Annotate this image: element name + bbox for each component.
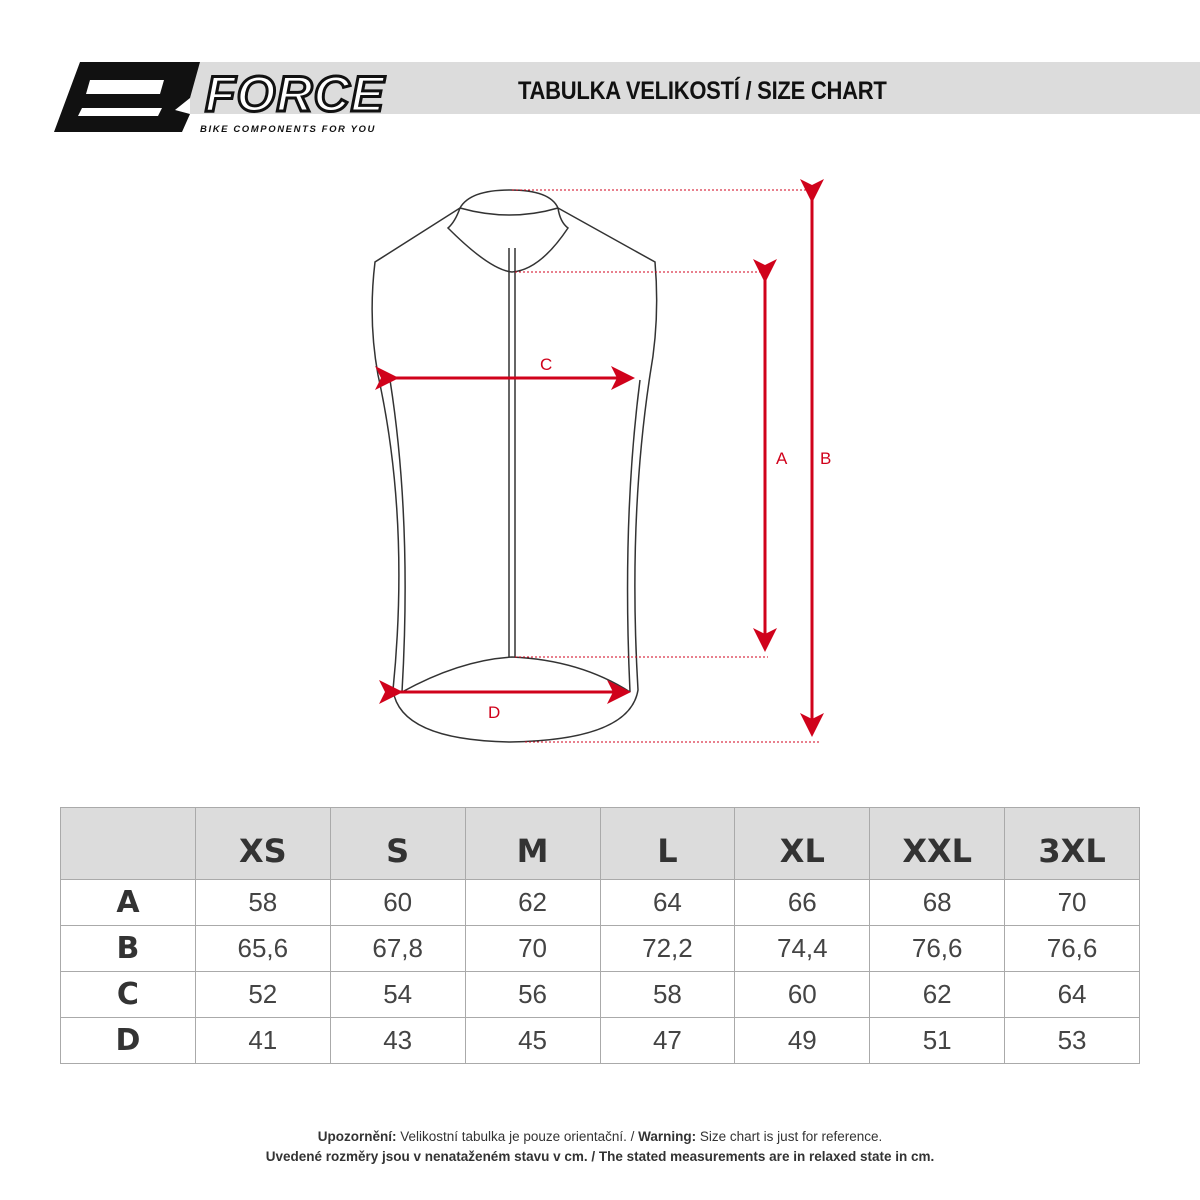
table-cell: 41 xyxy=(194,1017,331,1064)
size-s: S xyxy=(329,807,466,880)
page-title: TABULKA VELIKOSTÍ / SIZE CHART xyxy=(518,77,887,105)
size-l: L xyxy=(599,807,736,880)
table-cell: 64 xyxy=(1004,971,1140,1018)
table-cell: 70 xyxy=(464,925,601,972)
table-row: D 41 43 45 47 49 51 53 xyxy=(60,1017,1140,1064)
table-cell: 68 xyxy=(869,879,1006,926)
table-cell: 51 xyxy=(869,1017,1006,1064)
label-a: A xyxy=(776,449,788,468)
table-cell: 70 xyxy=(1004,879,1140,926)
table-cell: 60 xyxy=(329,879,466,926)
brand-wordmark: FORCE xyxy=(204,66,386,122)
table-cell: 60 xyxy=(734,971,871,1018)
row-label: A xyxy=(60,879,196,926)
table-cell: 53 xyxy=(1004,1017,1140,1064)
table-cell: 52 xyxy=(194,971,331,1018)
label-b: B xyxy=(820,449,831,468)
table-cell: 43 xyxy=(329,1017,466,1064)
brand-tagline: BIKE COMPONENTS FOR YOU xyxy=(200,124,376,135)
table-cell: 65,6 xyxy=(194,925,331,972)
table-cell: 62 xyxy=(464,879,601,926)
table-cell: 74,4 xyxy=(734,925,871,972)
label-d: D xyxy=(488,703,500,722)
row-label: D xyxy=(60,1017,196,1064)
table-row: B 65,6 67,8 70 72,2 74,4 76,6 76,6 xyxy=(60,925,1140,972)
table-cell: 47 xyxy=(599,1017,736,1064)
table-row: A 58 60 62 64 66 68 70 xyxy=(60,879,1140,926)
size-3xl: 3XL xyxy=(1004,807,1140,880)
size-xs: XS xyxy=(194,807,331,880)
table-row: C 52 54 56 58 60 62 64 xyxy=(60,971,1140,1018)
table-cell: 58 xyxy=(599,971,736,1018)
table-cell: 66 xyxy=(734,879,871,926)
label-c: C xyxy=(540,355,552,374)
size-m: M xyxy=(464,807,601,880)
header-bar xyxy=(190,62,1200,114)
table-cell: 72,2 xyxy=(599,925,736,972)
warning-note: Upozornění: Velikostní tabulka je pouze … xyxy=(317,1129,883,1144)
table-cell: 45 xyxy=(464,1017,601,1064)
table-cell: 56 xyxy=(464,971,601,1018)
size-header-row: XS S M L XL XXL 3XL xyxy=(60,807,1140,880)
table-cell: 64 xyxy=(599,879,736,926)
row-label: C xyxy=(60,971,196,1018)
row-label: B xyxy=(60,925,196,972)
table-cell: 54 xyxy=(329,971,466,1018)
table-cell: 76,6 xyxy=(869,925,1006,972)
table-cell: 67,8 xyxy=(329,925,466,972)
table-cell: 49 xyxy=(734,1017,871,1064)
size-xxl: XXL xyxy=(869,807,1006,880)
size-table: XS S M L XL XXL 3XL A 58 60 62 64 66 68 70 B 65,6… xyxy=(60,807,1140,1064)
table-cell: 58 xyxy=(194,879,331,926)
size-xl: XL xyxy=(734,807,871,880)
vest-diagram: C A B D xyxy=(371,179,831,743)
measurement-note: Uvedené rozměry jsou v nenataženém stavu… xyxy=(265,1149,935,1164)
table-cell: 76,6 xyxy=(1004,925,1140,972)
force-logo-icon xyxy=(54,62,200,132)
table-cell: 62 xyxy=(869,971,1006,1018)
